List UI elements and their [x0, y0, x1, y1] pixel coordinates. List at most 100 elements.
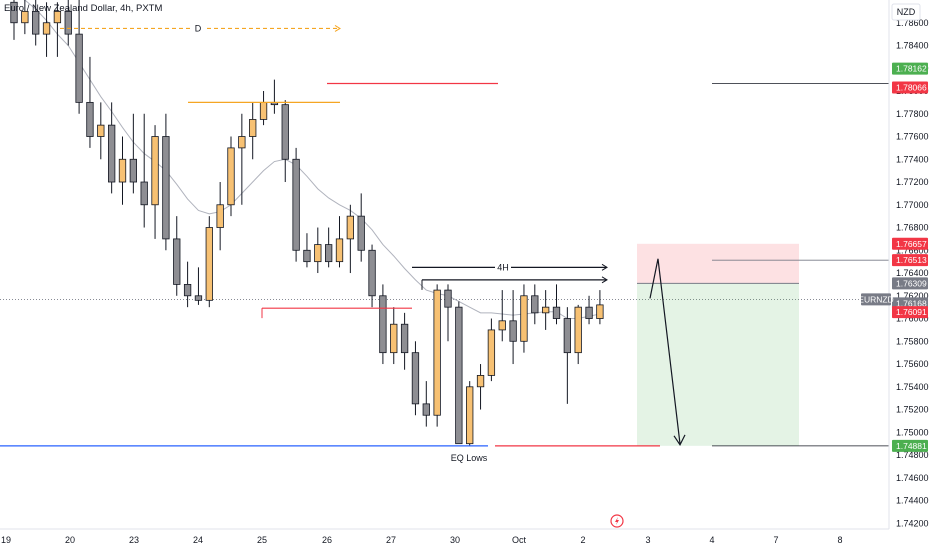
price-tag[interactable]: 1.76657 [892, 237, 928, 250]
candle [173, 216, 181, 296]
symbol-tag-bg [861, 293, 891, 306]
candle [400, 312, 409, 370]
candle [151, 125, 159, 239]
candle-body [151, 136, 159, 206]
candle-body [346, 215, 355, 240]
candle-body [53, 10, 62, 24]
candle-body [64, 10, 72, 35]
currency-label: NZD [897, 7, 916, 17]
candle-body [596, 304, 604, 319]
candle-body [444, 289, 452, 308]
annotation-label: EQ Lows [451, 453, 488, 463]
candle [411, 341, 420, 416]
y-tick-label: 1.77800 [896, 109, 929, 119]
candle [281, 100, 289, 183]
candle [292, 147, 300, 262]
candle-body [509, 320, 517, 342]
y-tick-label: 1.75000 [896, 427, 929, 437]
bolt-icon[interactable] [610, 514, 624, 528]
annotation-label: D [195, 23, 202, 33]
price-tag[interactable]: 1.74881 [892, 439, 928, 452]
candle-body [183, 284, 192, 297]
take-profit-zone[interactable] [637, 283, 799, 446]
candle-body [118, 158, 127, 183]
y-tick-label: 1.76600 [896, 245, 929, 255]
y-tick-label: 1.76800 [896, 223, 929, 233]
x-tick-label: 25 [257, 535, 267, 545]
y-tick-label: 1.76200 [896, 291, 929, 301]
price-tag-label: 1.76513 [896, 255, 927, 265]
price-tag-label: 1.76309 [896, 278, 927, 288]
y-tick-label: 1.74200 [896, 518, 929, 528]
price-tag-bg [892, 306, 928, 319]
candle [21, 0, 29, 35]
candle-body [97, 124, 105, 137]
candle-body [411, 352, 420, 405]
candle-body [281, 104, 289, 160]
candle [227, 136, 235, 217]
candle-body [227, 147, 235, 206]
candle-body [194, 295, 203, 301]
candle [574, 304, 582, 365]
candle [205, 216, 213, 308]
candle-body [205, 227, 213, 301]
candle-body [75, 33, 83, 103]
x-tick-label: 7 [773, 535, 778, 545]
candle [368, 244, 376, 308]
price-tag[interactable]: 1.76091 [892, 306, 928, 319]
arrow-head [334, 25, 341, 32]
x-tick-label: 2 [580, 535, 585, 545]
y-tick-label: 1.77600 [896, 132, 929, 142]
y-tick-label: 1.75200 [896, 405, 929, 415]
candle [194, 267, 203, 305]
x-tick-label: 19 [1, 535, 11, 545]
candle-body [10, 1, 18, 24]
price-tag-bg [892, 254, 928, 267]
candle-body [324, 244, 333, 263]
candle [238, 113, 246, 205]
candle [455, 301, 463, 445]
candle [390, 307, 398, 365]
candle-body [140, 181, 148, 206]
x-tick-label: 4 [709, 535, 714, 545]
candle-body [455, 306, 463, 445]
candle [140, 113, 148, 228]
candle-body [466, 386, 474, 445]
stop-loss-zone[interactable] [637, 243, 799, 284]
projection-path[interactable] [649, 258, 681, 444]
candle-body [335, 238, 344, 263]
candle-body [476, 375, 485, 388]
chart-title: Euro / New Zealand Dollar, 4h, PXTM [4, 3, 162, 14]
y-tick-label: 1.75800 [896, 336, 929, 346]
price-tag[interactable]: 1.78162 [892, 62, 928, 75]
price-tag[interactable]: 1.76309 [892, 277, 928, 290]
candle-body [422, 403, 430, 416]
candle [129, 113, 138, 194]
candle-body [162, 136, 170, 240]
price-tag-label: 1.74881 [896, 441, 927, 451]
x-tick-label: 20 [65, 535, 75, 545]
candle-body [314, 244, 322, 263]
x-tick-label: 23 [129, 535, 139, 545]
candle [487, 318, 496, 382]
candle [314, 227, 322, 274]
candle-body [216, 204, 224, 228]
arrow-head [601, 276, 608, 284]
candle-body [433, 289, 441, 416]
price-tag[interactable]: 1.76513 [892, 254, 928, 267]
y-tick-label: 1.77000 [896, 200, 929, 210]
currency-label-box[interactable]: NZD [891, 3, 921, 21]
candle-body [563, 318, 571, 354]
price-tag-label: 1.76168 [896, 298, 927, 308]
price-tag-bg [892, 439, 928, 452]
price-tag-label: 1.76657 [896, 239, 927, 249]
candle [509, 290, 517, 365]
y-tick-label: 1.77200 [896, 177, 929, 187]
y-tick-label: 1.74800 [896, 450, 929, 460]
symbol-tag[interactable]: EURNZD [858, 293, 894, 306]
price-tag[interactable]: 1.78066 [892, 81, 928, 94]
candle-body [86, 101, 94, 137]
candle [498, 290, 506, 342]
candle [422, 381, 430, 427]
candle [249, 102, 257, 160]
